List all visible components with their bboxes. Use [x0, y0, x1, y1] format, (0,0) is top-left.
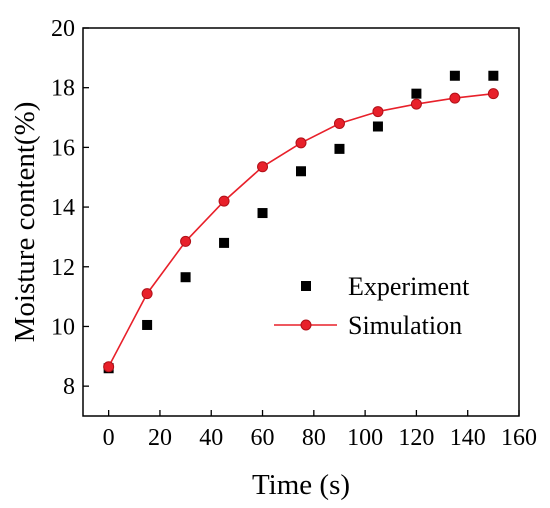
x-tick-label: 140 [450, 425, 486, 451]
experiment-point [449, 70, 460, 81]
legend: Experiment Simulation [274, 272, 470, 340]
experiment-point [411, 88, 422, 99]
y-axis-title: Moisture content(%) [9, 102, 41, 343]
simulation-point [218, 195, 230, 207]
legend-label-simulation: Simulation [348, 311, 462, 340]
experiment-point [142, 319, 153, 330]
experiment-point [296, 166, 306, 177]
series-layer [103, 70, 499, 374]
experiment-point [372, 121, 383, 132]
x-tick-label: 60 [251, 425, 275, 451]
x-tick-label: 160 [501, 425, 537, 451]
x-tick-label: 20 [148, 425, 172, 451]
simulation-point [410, 98, 422, 110]
x-tick-label: 0 [103, 425, 115, 451]
simulation-point [103, 361, 115, 373]
legend-label-experiment: Experiment [348, 272, 470, 301]
y-tick-label: 16 [51, 135, 75, 161]
legend-marker-simulation [300, 319, 312, 331]
simulation-point [487, 88, 499, 100]
simulation-point [257, 161, 269, 173]
y-tick-label: 8 [63, 374, 75, 400]
simulation-point [372, 106, 384, 118]
experiment-point [334, 143, 345, 154]
x-tick-label: 40 [199, 425, 223, 451]
plot-frame [82, 27, 520, 417]
experiment-point [257, 208, 268, 219]
y-tick-label: 12 [51, 255, 75, 281]
y-axis-ticks: 8 10 12 14 16 18 20 [51, 16, 89, 400]
experiment-point [488, 70, 499, 81]
y-tick-label: 18 [51, 76, 75, 102]
simulation-point [180, 235, 192, 247]
simulation-point [333, 118, 345, 130]
y-tick-label: 10 [51, 314, 75, 340]
x-axis-ticks: 0 20 40 60 80 100 120 140 160 [103, 410, 537, 451]
x-axis-title: Time (s) [252, 469, 350, 501]
experiment-point [219, 237, 230, 248]
y-tick-label: 14 [51, 195, 75, 221]
y-tick-label: 20 [51, 16, 75, 42]
simulation-point [295, 137, 307, 149]
x-tick-label: 100 [347, 425, 383, 451]
simulation-point [141, 288, 153, 300]
x-tick-label: 80 [302, 425, 326, 451]
simulation-point [449, 92, 461, 104]
x-tick-label: 120 [398, 425, 434, 451]
legend-marker-experiment [301, 281, 311, 291]
experiment-point [180, 272, 191, 283]
